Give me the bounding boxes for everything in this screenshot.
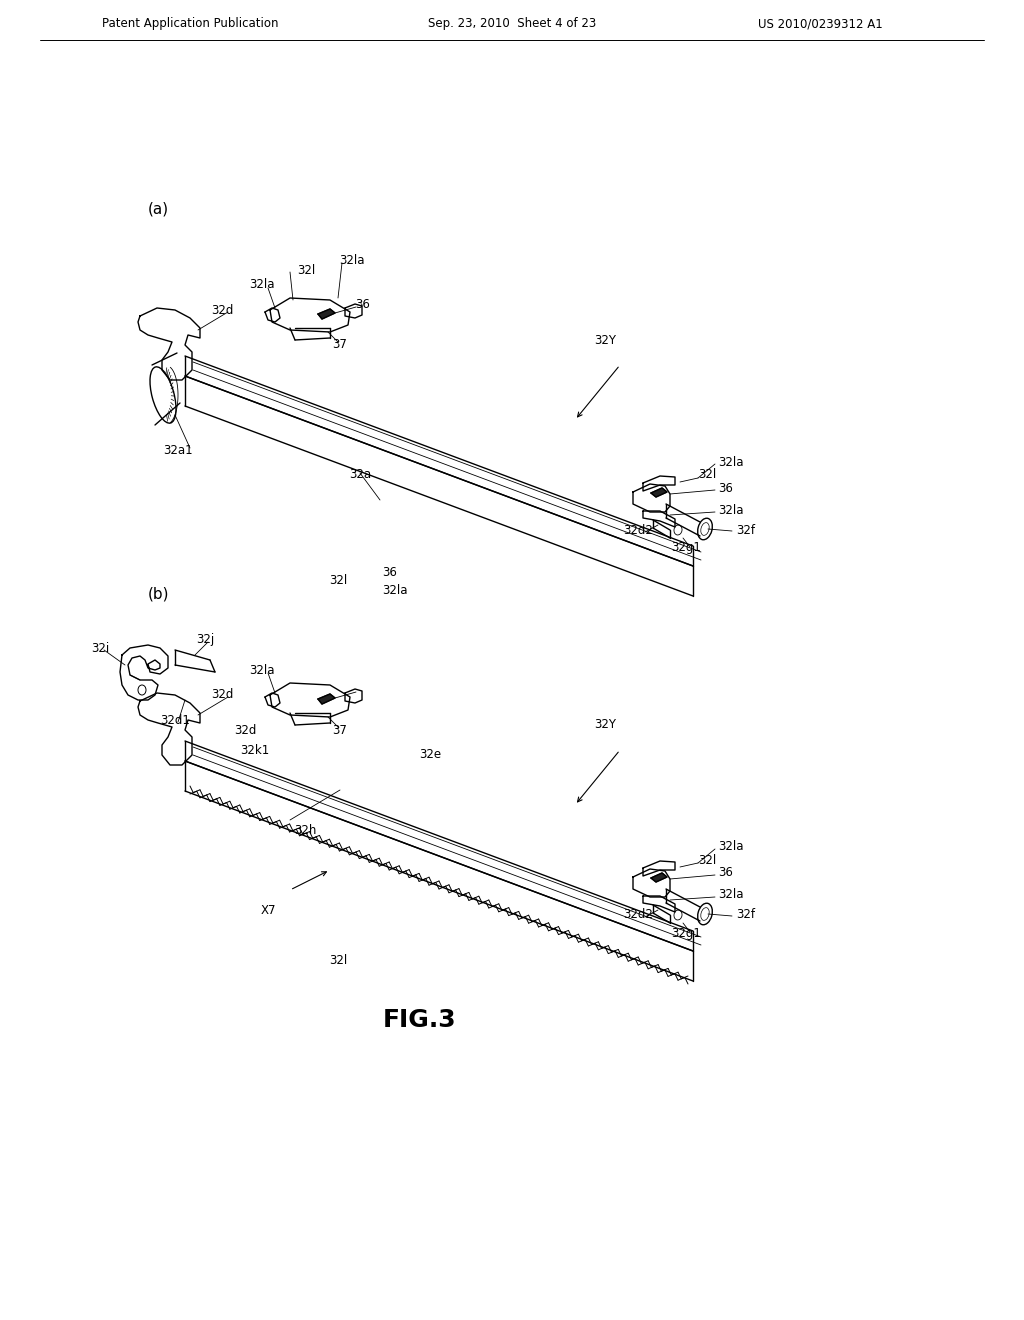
Text: 32la: 32la <box>718 841 743 854</box>
Text: 32e: 32e <box>419 748 441 762</box>
Text: 32la: 32la <box>718 888 743 902</box>
Text: 32l: 32l <box>329 573 347 586</box>
Text: 37: 37 <box>333 338 347 351</box>
Polygon shape <box>651 488 667 498</box>
Polygon shape <box>651 873 667 882</box>
Text: 32j: 32j <box>196 634 214 647</box>
Text: (b): (b) <box>148 586 170 602</box>
Text: 32g1: 32g1 <box>671 541 701 554</box>
Text: 32l: 32l <box>698 854 716 866</box>
Text: Sep. 23, 2010  Sheet 4 of 23: Sep. 23, 2010 Sheet 4 of 23 <box>428 17 596 30</box>
Text: 32h: 32h <box>294 824 316 837</box>
Text: 32f: 32f <box>736 524 755 536</box>
Text: 32la: 32la <box>382 583 408 597</box>
Text: 36: 36 <box>718 482 733 495</box>
Text: 32l: 32l <box>297 264 315 276</box>
Text: 32Y: 32Y <box>594 718 616 731</box>
Text: Patent Application Publication: Patent Application Publication <box>101 17 279 30</box>
Text: 37: 37 <box>333 723 347 737</box>
Text: 32g1: 32g1 <box>671 927 701 940</box>
Polygon shape <box>318 694 335 704</box>
Text: 32l: 32l <box>698 469 716 482</box>
Polygon shape <box>318 309 335 319</box>
Text: 36: 36 <box>718 866 733 879</box>
Text: 32d: 32d <box>233 723 256 737</box>
Text: 32la: 32la <box>718 503 743 516</box>
Text: 32Y: 32Y <box>594 334 616 346</box>
Text: US 2010/0239312 A1: US 2010/0239312 A1 <box>758 17 883 30</box>
Text: 32a1: 32a1 <box>163 444 193 457</box>
Text: 36: 36 <box>355 298 371 312</box>
Text: 32f: 32f <box>736 908 755 921</box>
Text: 36: 36 <box>383 565 397 578</box>
Text: 32i: 32i <box>91 642 110 655</box>
Text: (a): (a) <box>148 202 169 216</box>
Text: 32d2: 32d2 <box>623 908 653 921</box>
Text: 32l: 32l <box>329 953 347 966</box>
Text: FIG.3: FIG.3 <box>383 1008 457 1032</box>
Ellipse shape <box>697 519 713 540</box>
Text: X7: X7 <box>260 903 275 916</box>
Ellipse shape <box>697 903 713 925</box>
Text: 32d2: 32d2 <box>623 524 653 536</box>
Text: 32a: 32a <box>349 469 371 482</box>
Text: 32d1: 32d1 <box>160 714 189 726</box>
Text: 32d: 32d <box>211 304 233 317</box>
Text: 32la: 32la <box>339 253 365 267</box>
Text: 32la: 32la <box>718 455 743 469</box>
Text: 32d: 32d <box>211 689 233 701</box>
Text: 32la: 32la <box>249 664 274 676</box>
Text: 32k1: 32k1 <box>241 743 269 756</box>
Text: 32la: 32la <box>249 279 274 292</box>
